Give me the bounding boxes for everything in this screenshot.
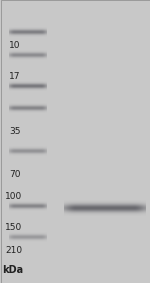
Text: 150: 150 xyxy=(5,223,22,232)
Text: kDa: kDa xyxy=(3,265,24,275)
Text: 10: 10 xyxy=(9,41,21,50)
Text: 17: 17 xyxy=(9,72,21,81)
Text: 100: 100 xyxy=(5,192,22,201)
Text: 35: 35 xyxy=(9,127,21,136)
Text: 210: 210 xyxy=(5,246,22,255)
Text: 70: 70 xyxy=(9,170,21,179)
